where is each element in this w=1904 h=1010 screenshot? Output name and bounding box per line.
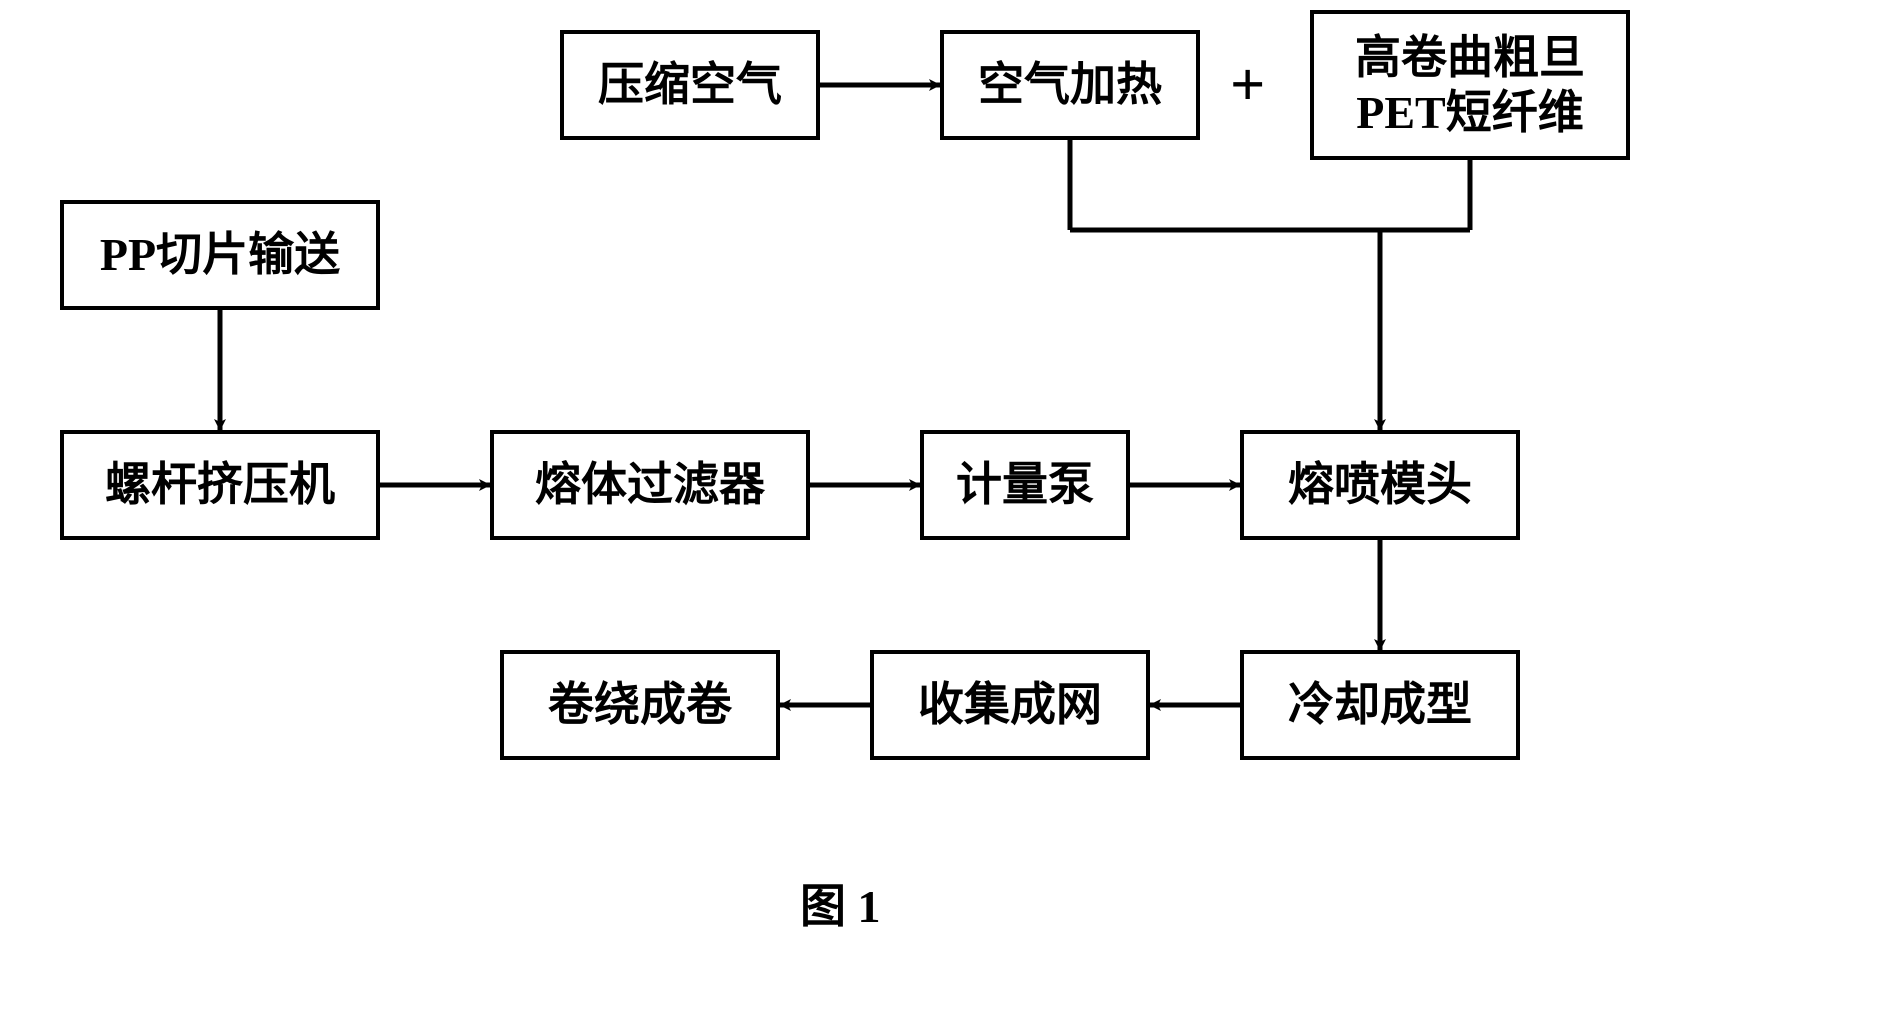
node-pet-fiber: 高卷曲粗旦 PET短纤维 [1310,10,1630,160]
node-label: 压缩空气 [598,57,782,112]
node-label: 卷绕成卷 [548,677,732,732]
node-meltblown-die: 熔喷模头 [1240,430,1520,540]
node-pp-feed: PP切片输送 [60,200,380,310]
node-label: 螺杆挤压机 [105,457,335,512]
node-label: 计量泵 [956,457,1094,512]
plus-symbol: + [1230,50,1265,121]
node-label: 收集成网 [918,677,1102,732]
node-compressed-air: 压缩空气 [560,30,820,140]
node-screw-extruder: 螺杆挤压机 [60,430,380,540]
flowchart-canvas: 压缩空气 空气加热 高卷曲粗旦 PET短纤维 PP切片输送 螺杆挤压机 熔体过滤… [0,0,1904,1010]
node-label: PP切片输送 [100,227,340,282]
node-label: 高卷曲粗旦 PET短纤维 [1355,30,1585,140]
node-collect-web: 收集成网 [870,650,1150,760]
node-melt-filter: 熔体过滤器 [490,430,810,540]
node-cooling: 冷却成型 [1240,650,1520,760]
node-air-heating: 空气加热 [940,30,1200,140]
node-label: 熔体过滤器 [535,457,765,512]
node-label: 熔喷模头 [1288,457,1472,512]
node-label: 冷却成型 [1288,677,1472,732]
node-label: 空气加热 [978,57,1162,112]
node-metering-pump: 计量泵 [920,430,1130,540]
node-wind-roll: 卷绕成卷 [500,650,780,760]
figure-caption: 图 1 [800,870,881,936]
